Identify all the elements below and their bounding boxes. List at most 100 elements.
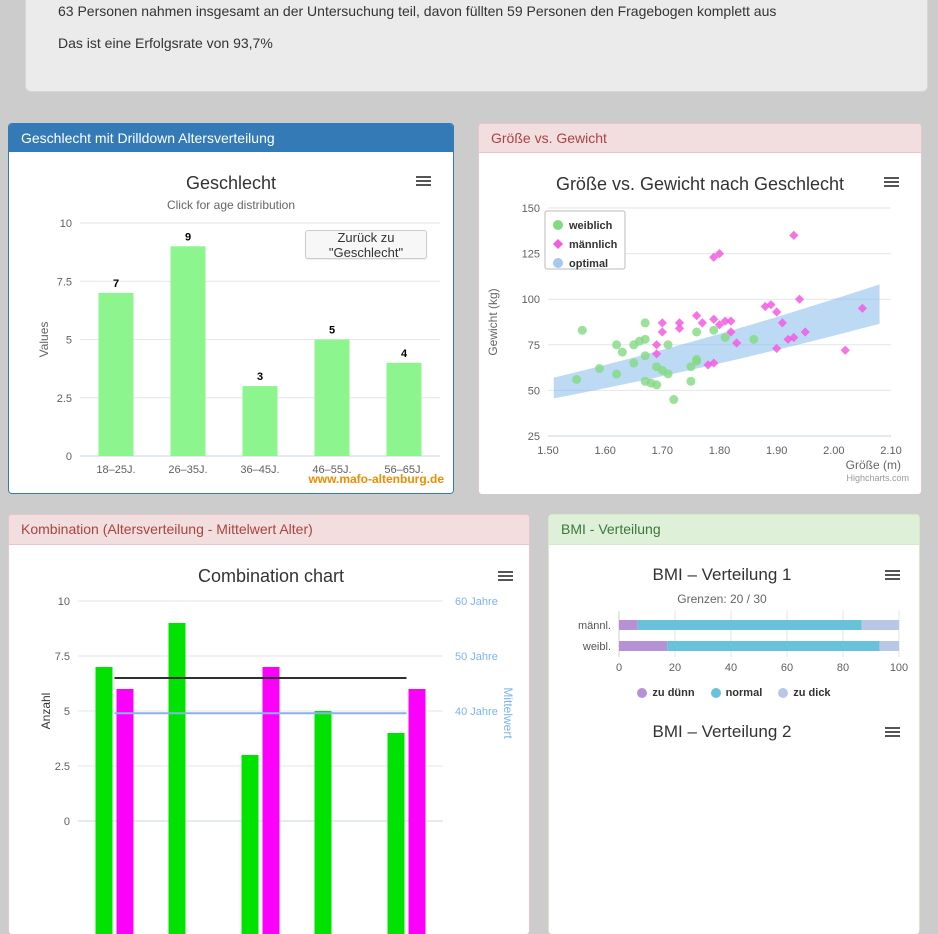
data-point-weiblich[interactable] xyxy=(686,376,696,386)
groesse-gewicht-scatter-chart[interactable]: Größe vs. Gewicht nach Geschlecht 25 50 75 1… xyxy=(479,153,921,494)
chart-title: Größe vs. Gewicht nach Geschlecht xyxy=(556,174,844,194)
data-point-maennlich[interactable] xyxy=(714,249,725,259)
data-point-maennlich[interactable] xyxy=(674,323,685,333)
data-point-weiblich[interactable] xyxy=(686,362,696,372)
data-point-weiblich[interactable] xyxy=(709,325,719,335)
data-point-weiblich[interactable] xyxy=(663,369,673,379)
data-point-weiblich[interactable] xyxy=(692,356,702,366)
segment-normal[interactable] xyxy=(667,641,880,651)
bar-magenta-columns[interactable] xyxy=(408,689,426,934)
data-point-weiblich[interactable] xyxy=(720,333,730,343)
panel-header-bmi: BMI - Verteilung xyxy=(549,515,919,545)
data-point-maennlich[interactable] xyxy=(783,334,793,344)
data-point-weiblich[interactable] xyxy=(640,351,650,361)
data-point-maennlich[interactable] xyxy=(840,345,850,355)
bar[interactable] xyxy=(170,246,206,456)
data-point-maennlich[interactable] xyxy=(766,300,776,310)
x-category-label: 36–45J. xyxy=(240,464,279,476)
bar-green-columns[interactable] xyxy=(168,623,186,934)
legend-item-zu dünn[interactable]: zu dünn xyxy=(637,687,695,699)
chart-menu-icon[interactable] xyxy=(416,176,431,188)
bar-green-columns[interactable] xyxy=(241,755,259,934)
summary-line-1: 63 Personen nahmen insgesamt an der Unte… xyxy=(58,3,777,19)
chart-menu-icon[interactable] xyxy=(884,177,899,189)
data-point-maennlich[interactable] xyxy=(692,311,702,321)
highcharts-credit[interactable]: Highcharts.com xyxy=(846,473,909,483)
data-point-maennlich[interactable] xyxy=(794,294,805,304)
bar[interactable] xyxy=(242,386,278,456)
chart-combo-body: Combination chart 0 2.5 5 7.5 10 40 Jahre 50 Ja… xyxy=(9,545,529,934)
y-axis-title: Gewicht (kg) xyxy=(486,288,500,355)
data-point-maennlich[interactable] xyxy=(720,316,730,326)
segment-zu dünn[interactable] xyxy=(619,620,638,630)
legend-label: zu dick xyxy=(793,687,831,699)
data-point-weiblich[interactable] xyxy=(692,327,702,337)
segment-zu dick[interactable] xyxy=(861,620,899,630)
chart-subtitle: Click for age distribution xyxy=(167,198,295,212)
chart-subtitle: Grenzen: 20 / 30 xyxy=(677,592,767,606)
data-point-weiblich[interactable] xyxy=(612,369,622,379)
data-point-weiblich[interactable] xyxy=(652,380,662,390)
legend-label[interactable]: weiblich xyxy=(568,220,613,232)
data-point-maennlich[interactable] xyxy=(652,340,662,350)
bar[interactable] xyxy=(386,362,422,456)
bar-magenta-columns[interactable] xyxy=(262,667,280,934)
segment-normal[interactable] xyxy=(637,620,862,630)
x-tick-label: 1.90 xyxy=(766,445,787,457)
legend-marker-weiblich[interactable] xyxy=(553,220,563,230)
chart-menu-icon[interactable] xyxy=(498,571,513,583)
bar[interactable] xyxy=(98,292,134,456)
data-point-weiblich[interactable] xyxy=(669,395,679,405)
bar[interactable] xyxy=(314,339,350,457)
data-point-weiblich[interactable] xyxy=(640,334,650,344)
data-point-weiblich[interactable] xyxy=(617,347,627,357)
legend-item-normal[interactable]: normal xyxy=(710,687,762,699)
data-point-maennlich[interactable] xyxy=(772,343,782,354)
combination-chart[interactable]: Combination chart 0 2.5 5 7.5 10 40 Jahre 50 Ja… xyxy=(9,545,529,934)
segment-zu dünn[interactable] xyxy=(619,641,668,651)
data-point-maennlich[interactable] xyxy=(772,307,782,317)
data-point-weiblich[interactable] xyxy=(640,318,650,328)
data-point-maennlich[interactable] xyxy=(789,230,799,240)
data-point-weiblich[interactable] xyxy=(629,358,639,368)
y-tick-label: 10 xyxy=(58,596,70,608)
y-tick-label: 25 xyxy=(528,431,540,443)
data-point-weiblich[interactable] xyxy=(612,340,622,350)
chart-menu-icon[interactable] xyxy=(885,570,900,582)
y-tick-label: 7.5 xyxy=(57,276,72,288)
data-point-weiblich[interactable] xyxy=(572,374,582,384)
geschlecht-bar-chart[interactable]: Geschlecht Click for age distribution 0 2.5… xyxy=(9,152,453,493)
legend-label[interactable]: optimal xyxy=(569,258,608,270)
legend-item-zu dick[interactable]: zu dick xyxy=(778,687,831,699)
watermark-link[interactable]: www.mafo-altenburg.de xyxy=(308,472,444,486)
data-point-maennlich[interactable] xyxy=(657,318,667,328)
drillup-button[interactable]: Zurück zu "Geschlecht" xyxy=(305,230,427,260)
x-tick-label: 0 xyxy=(616,662,622,674)
legend-marker-optimal[interactable] xyxy=(553,258,563,268)
bar-green-columns[interactable] xyxy=(95,667,113,934)
data-point-maennlich[interactable] xyxy=(697,318,707,328)
chart-menu-icon[interactable] xyxy=(885,727,900,739)
data-point-maennlich[interactable] xyxy=(709,314,719,324)
data-point-maennlich[interactable] xyxy=(760,301,770,312)
bar-magenta-columns[interactable] xyxy=(116,689,134,934)
y-category-label: männl. xyxy=(578,620,611,632)
data-point-weiblich[interactable] xyxy=(594,364,604,374)
legend-marker-männlich[interactable] xyxy=(553,239,563,249)
data-point-maennlich[interactable] xyxy=(732,338,742,348)
x-category-label: 56–65J. xyxy=(384,464,423,476)
data-point-maennlich[interactable] xyxy=(789,332,799,343)
bmi-stacked-bar-chart[interactable]: BMI – Verteilung 1 Grenzen: 20 / 30 0 20 40 6… xyxy=(549,545,919,934)
data-point-weiblich[interactable] xyxy=(577,325,587,335)
data-point-maennlich[interactable] xyxy=(777,318,787,328)
data-point-weiblich[interactable] xyxy=(663,340,673,350)
legend-label[interactable]: männlich xyxy=(569,239,618,251)
data-point-maennlich[interactable] xyxy=(674,318,685,328)
data-point-maennlich[interactable] xyxy=(657,327,667,337)
data-point-weiblich[interactable] xyxy=(749,334,759,344)
data-point-maennlich[interactable] xyxy=(726,316,736,326)
bar-green-columns[interactable] xyxy=(387,733,405,934)
bar-green-columns[interactable] xyxy=(314,711,332,934)
data-point-maennlich[interactable] xyxy=(857,303,868,313)
segment-zu dick[interactable] xyxy=(879,641,899,651)
